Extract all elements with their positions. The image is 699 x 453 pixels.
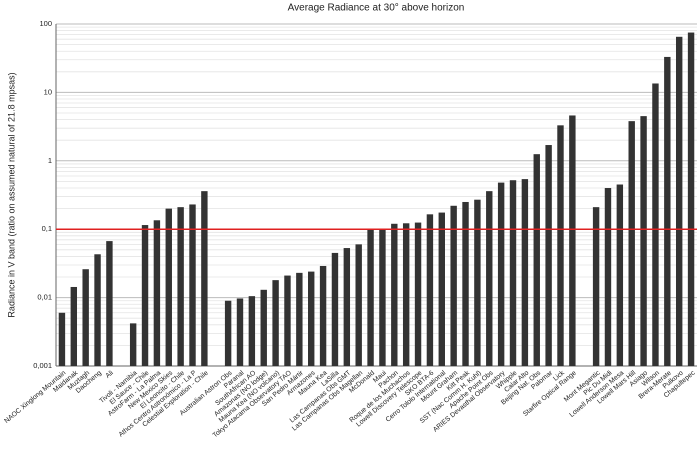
x-tick-label: Ali — [105, 369, 116, 380]
bar — [616, 184, 624, 366]
bar — [189, 204, 196, 366]
bar — [675, 36, 683, 367]
bar — [569, 115, 576, 366]
y-tick-label: 1 — [48, 156, 52, 165]
bar — [70, 286, 78, 366]
bar — [640, 116, 647, 366]
bar — [604, 188, 612, 366]
bar — [367, 229, 374, 366]
bar — [592, 207, 600, 366]
bar — [106, 241, 113, 366]
bar — [462, 201, 469, 366]
bar — [379, 228, 386, 366]
bar — [129, 323, 137, 366]
bar — [450, 205, 457, 366]
bar — [533, 154, 540, 366]
bar — [319, 265, 327, 366]
bar — [545, 145, 552, 366]
bar — [664, 56, 671, 366]
bar — [58, 312, 66, 366]
bar — [343, 248, 351, 366]
bar — [153, 220, 161, 366]
bar — [486, 191, 493, 366]
bar — [426, 214, 434, 366]
bar — [414, 222, 422, 366]
bar — [474, 199, 481, 366]
y-tick-label: 0,001 — [33, 361, 52, 370]
y-axis-label: Radiance in V band (ratio on assumed nat… — [6, 72, 16, 317]
bar — [165, 208, 172, 366]
bar — [687, 32, 695, 367]
y-tick-label: 0,01 — [37, 293, 52, 302]
bar — [497, 182, 505, 366]
bar — [260, 289, 267, 366]
bar — [177, 207, 184, 366]
x-tick-label: NAOC Xinglong Mountain — [3, 369, 67, 425]
y-tick-label: 10 — [44, 87, 52, 96]
bar — [82, 269, 89, 366]
bar — [438, 212, 445, 366]
y-tick-label: 100 — [39, 19, 52, 28]
bar — [308, 271, 315, 366]
bar — [201, 191, 208, 366]
bar — [272, 280, 279, 366]
bar — [355, 244, 362, 366]
bar — [521, 179, 529, 366]
bar — [509, 180, 517, 366]
bar — [224, 300, 232, 366]
bar — [557, 125, 564, 366]
bar — [628, 121, 635, 367]
y-tick-label: 0,1 — [42, 224, 52, 233]
bar — [236, 298, 244, 366]
bar — [331, 252, 339, 366]
bar — [391, 223, 398, 366]
bar — [402, 223, 410, 366]
bar — [284, 275, 291, 366]
chart-title: Average Radiance at 30° above horizon — [288, 3, 465, 14]
bar — [296, 272, 303, 366]
bar — [248, 296, 256, 366]
bar — [652, 83, 659, 366]
bar — [94, 254, 101, 366]
bar — [141, 225, 149, 366]
